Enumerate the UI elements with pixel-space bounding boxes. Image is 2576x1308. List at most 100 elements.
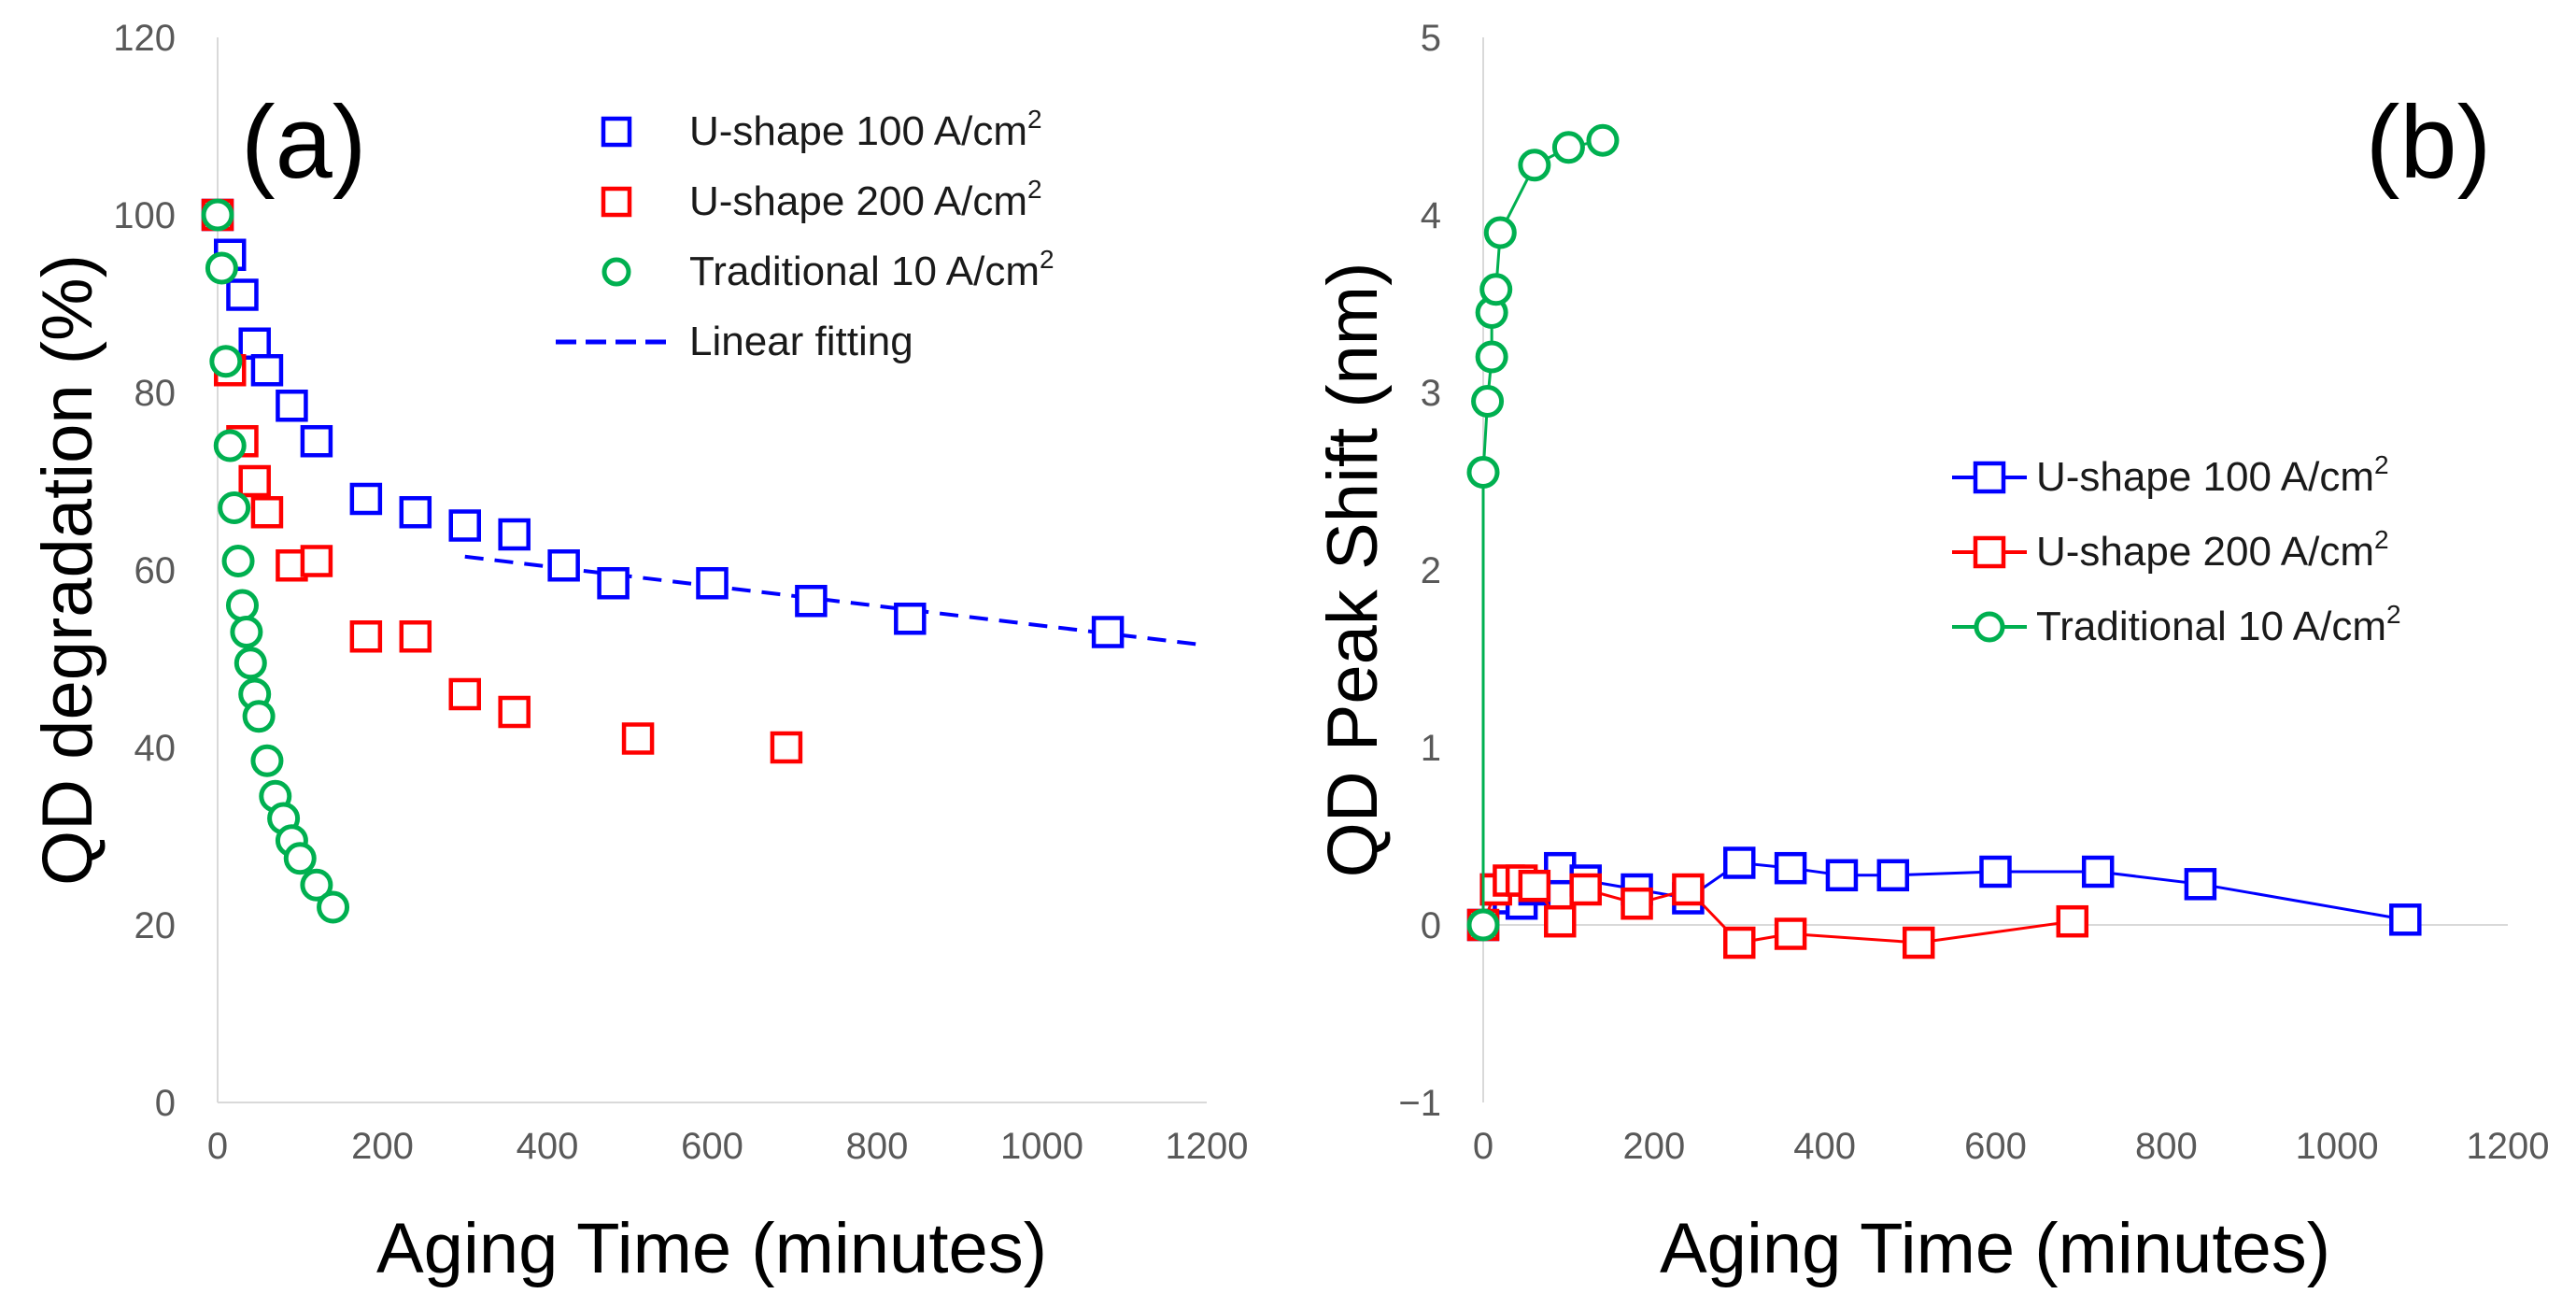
y-tick-label: 0 xyxy=(1421,905,1441,946)
x-tick-label: 1200 xyxy=(2467,1126,2550,1167)
u-shape-200-a-cm-point xyxy=(238,464,271,498)
legend-u-shape-200-a-cm-label: U-shape 200 A/cm2 xyxy=(689,175,1042,224)
x-tick-label: 0 xyxy=(1473,1126,1493,1167)
u-shape-100-a-cm-point xyxy=(349,482,383,516)
u-shape-100-a-cm-point xyxy=(300,425,333,458)
traditional-10-a-cm-point xyxy=(213,429,247,462)
y-tick-label: 4 xyxy=(1421,195,1441,236)
traditional-10-a-cm-point xyxy=(250,744,284,777)
legend-u-shape-100-a-cm-label: U-shape 100 A/cm2 xyxy=(689,105,1042,154)
panel-a-legend: U-shape 100 A/cm2 U-shape 200 A/cm2 Tradit… xyxy=(556,105,1054,364)
y-tick-label: 0 xyxy=(155,1083,176,1124)
x-tick-label: 600 xyxy=(1964,1126,2027,1167)
legend-u-shape-100-a-cm-marker xyxy=(601,116,632,148)
u-shape-100-a-cm-point xyxy=(399,496,432,529)
u-shape-100-a-cm-point xyxy=(894,603,927,635)
u-shape-200-a-cm-point xyxy=(1569,873,1602,906)
traditional-10-a-cm-point xyxy=(1518,149,1551,182)
u-shape-200-a-cm-point xyxy=(1544,904,1577,938)
legend-traditional-10-a-cm-label: Traditional 10 A/cm2 xyxy=(2036,600,2401,649)
u-shape-100-a-cm-point xyxy=(448,509,481,542)
traditional-10-a-cm-point xyxy=(1479,273,1513,306)
u-shape-100-a-cm-point xyxy=(1091,616,1125,648)
u-shape-100-a-cm-point xyxy=(498,518,531,551)
u-shape-100-a-cm-point xyxy=(1723,846,1756,879)
traditional-10-a-cm-point xyxy=(218,491,251,524)
y-tick-label: 120 xyxy=(113,18,176,59)
u-shape-200-a-cm-point xyxy=(1723,926,1756,960)
u-shape-200-a-cm-point xyxy=(250,496,284,529)
u-shape-200-a-cm-point xyxy=(621,722,655,755)
traditional-10-a-cm-point xyxy=(230,616,263,648)
u-shape-100-a-cm-point xyxy=(696,567,729,600)
panel-b: 0 200 400 600 800 1000 1200 −1 0 1 2 3 4 5 (b) Aging … xyxy=(1313,18,2549,1288)
u-shape-200-a-cm-point xyxy=(1672,873,1705,906)
x-tick-label: 400 xyxy=(1793,1126,1856,1167)
u-shape-200-a-cm-point xyxy=(448,677,481,711)
x-tick-label: 1000 xyxy=(1000,1126,1083,1167)
y-tick-label: 5 xyxy=(1421,18,1441,59)
traditional-10-a-cm-point xyxy=(225,589,259,622)
panel-a-y-axis-title: QD degradation (%) xyxy=(28,254,107,886)
x-tick-label: 1000 xyxy=(2296,1126,2379,1167)
panel-b-label: (b) xyxy=(2366,85,2491,200)
x-tick-label: 600 xyxy=(681,1126,743,1167)
u-shape-200-a-cm-point xyxy=(1518,869,1551,903)
u-shape-100-a-cm-point xyxy=(276,390,308,422)
traditional-10-a-cm-point xyxy=(209,345,243,378)
y-tick-label: 80 xyxy=(134,373,177,414)
traditional-10-a-cm-point xyxy=(1471,385,1505,418)
legend-traditional-10-a-cm-marker xyxy=(602,257,631,287)
traditional-10-a-cm-point xyxy=(1466,908,1500,942)
u-shape-200-a-cm-point xyxy=(1902,926,1935,960)
traditional-10-a-cm-point xyxy=(1483,216,1517,249)
u-shape-200-a-cm-point xyxy=(1774,917,1807,950)
x-tick-label: 200 xyxy=(351,1126,414,1167)
panel-a-label: (a) xyxy=(241,85,366,200)
panel-b-x-axis-title: Aging Time (minutes) xyxy=(1660,1209,2330,1288)
traditional-10-a-cm-point xyxy=(242,700,276,733)
u-shape-200-a-cm-point xyxy=(1621,887,1653,920)
legend-superscript: 2 xyxy=(1027,175,1042,204)
x-tick-label: 1200 xyxy=(1166,1126,1249,1167)
x-tick-label: 400 xyxy=(517,1126,579,1167)
traditional-10-a-cm-point xyxy=(1551,131,1585,164)
u-shape-100-a-cm-point xyxy=(1825,859,1859,892)
linear-fit-line xyxy=(464,554,1208,647)
traditional-10-a-cm-series-line xyxy=(1481,138,1604,925)
panel-a-fit-line xyxy=(464,554,1208,647)
u-shape-100-a-cm-point xyxy=(2389,903,2422,936)
legend-u-shape-200-a-cm-marker xyxy=(1973,535,2006,569)
traditional-10-a-cm-point xyxy=(1466,456,1500,489)
traditional-10-a-cm-point xyxy=(205,251,238,285)
u-shape-100-a-cm-point xyxy=(2184,868,2217,901)
legend-u-shape-200-a-cm-marker xyxy=(601,186,632,218)
u-shape-100-a-cm-point xyxy=(597,567,630,600)
legend-u-shape-100-a-cm-marker xyxy=(1973,461,2006,494)
u-shape-200-a-cm-point xyxy=(300,545,333,577)
panel-a-tick-labels: 0 200 400 600 800 1000 1200 0 20 40 60 80 100 120 xyxy=(113,18,1248,1167)
y-tick-label: 1 xyxy=(1421,728,1441,769)
panel-b-y-axis-title: QD Peak Shift (nm) xyxy=(1313,263,1393,878)
traditional-10-a-cm-point xyxy=(1475,340,1508,374)
y-tick-label: 60 xyxy=(134,550,177,591)
traditional-10-a-cm-point xyxy=(300,868,333,902)
legend-traditional-10-a-cm-label: Traditional 10 A/cm2 xyxy=(689,245,1054,294)
u-shape-100-a-cm-point xyxy=(238,327,271,360)
u-shape-100-a-cm-point xyxy=(1774,851,1807,885)
legend-u-shape-200-a-cm-label: U-shape 200 A/cm2 xyxy=(2036,525,2389,575)
traditional-10-a-cm-point xyxy=(1586,123,1620,157)
panel-b-data-marks xyxy=(1466,123,2422,960)
x-tick-label: 800 xyxy=(2135,1126,2198,1167)
legend-superscript: 2 xyxy=(1040,245,1054,274)
traditional-10-a-cm-point xyxy=(317,890,350,924)
traditional-10-a-cm-point xyxy=(201,198,234,232)
u-shape-100-a-cm-point xyxy=(547,549,580,582)
traditional-10-a-cm-point xyxy=(234,647,267,680)
panel-b-tick-labels: 0 200 400 600 800 1000 1200 −1 0 1 2 3 4 5 xyxy=(1398,18,2549,1167)
legend-superscript: 2 xyxy=(2374,450,2389,479)
legend-superscript: 2 xyxy=(2374,525,2389,554)
u-shape-100-a-cm-point xyxy=(2081,855,2115,889)
x-tick-label: 800 xyxy=(846,1126,909,1167)
